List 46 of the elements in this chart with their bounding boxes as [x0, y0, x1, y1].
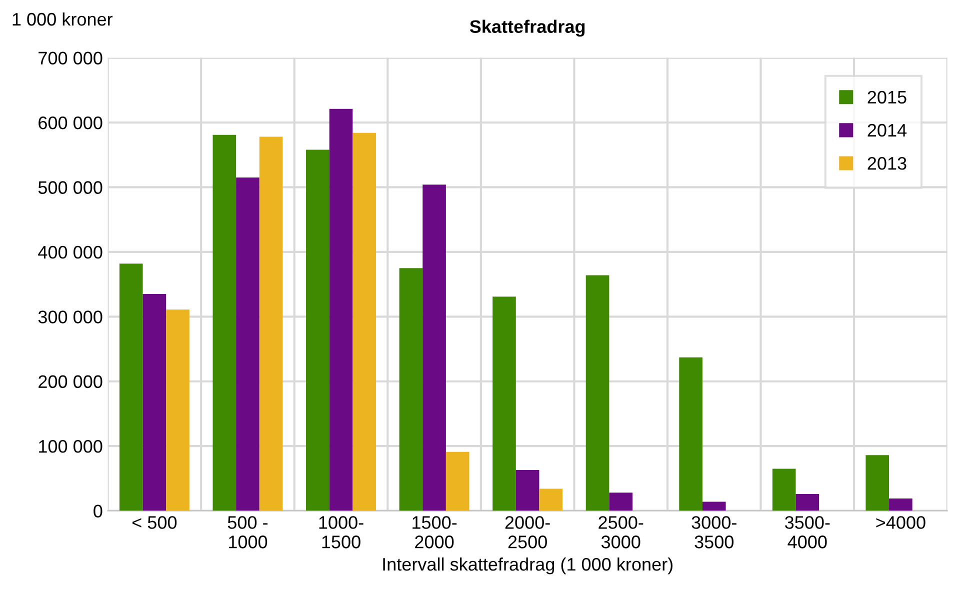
- y-tick-label: 400 000: [38, 246, 102, 259]
- x-tick-label: 2000- 2500: [505, 516, 550, 548]
- x-tick-label: >4000: [876, 516, 926, 529]
- x-tick-label: 500 - 1000: [228, 516, 268, 548]
- bar: [166, 310, 190, 511]
- legend-label: 2013: [868, 156, 906, 170]
- bar: [446, 452, 470, 511]
- y-tick-label: 700 000: [38, 52, 102, 65]
- x-tick-label: 2500- 3000: [598, 516, 644, 548]
- y-tick-label: 0: [94, 504, 102, 518]
- bar: [539, 488, 563, 511]
- bar: [492, 296, 516, 511]
- bar: [679, 357, 702, 511]
- x-tick-label: 3500- 4000: [785, 516, 830, 548]
- bar: [889, 498, 912, 511]
- bar: [329, 108, 353, 511]
- bar: [609, 492, 632, 511]
- legend-label: 2015: [868, 90, 906, 104]
- x-axis-title: Intervall skattefradrag (1 000 kroner): [383, 557, 672, 574]
- bar: [259, 136, 283, 511]
- x-tick-label: 3000- 3500: [692, 516, 736, 548]
- y-axis-title: 1 000 kroner: [12, 12, 113, 26]
- bar: [306, 150, 330, 511]
- x-tick-label: < 500: [132, 516, 177, 529]
- bar: [399, 268, 423, 511]
- bar: [702, 502, 726, 511]
- y-tick-label: 100 000: [39, 440, 102, 453]
- legend-label: 2014: [868, 124, 907, 137]
- chart-title: Skattefradrag: [470, 20, 585, 37]
- bar: [142, 294, 166, 511]
- bar: [516, 470, 540, 511]
- bar: [422, 184, 446, 511]
- y-tick-label: 300 000: [38, 310, 102, 324]
- x-tick-label: 1000- 1500: [319, 516, 364, 548]
- x-tick-label: 1500- 2000: [412, 516, 457, 548]
- bar: [352, 132, 376, 511]
- bar: [796, 494, 820, 511]
- bar: [772, 468, 796, 511]
- bar: [236, 178, 260, 511]
- y-tick-label: 600 000: [38, 116, 102, 130]
- bar: [212, 134, 236, 511]
- bar: [866, 455, 890, 511]
- bar: [119, 264, 143, 511]
- y-tick-label: 500 000: [38, 181, 102, 194]
- y-tick-label: 200 000: [38, 375, 102, 388]
- bar: [586, 275, 610, 511]
